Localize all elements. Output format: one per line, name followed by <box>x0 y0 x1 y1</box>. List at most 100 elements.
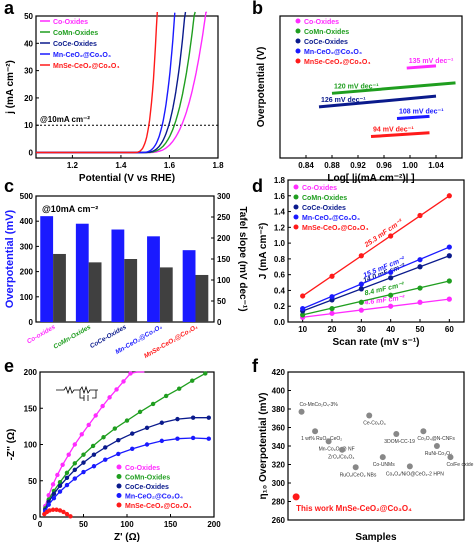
data-point <box>54 507 59 512</box>
data-point <box>190 435 196 441</box>
axis-title: Potential (V vs RHE) <box>79 173 175 184</box>
data-point <box>72 476 78 481</box>
tafel-line <box>370 131 430 139</box>
y-tick-label: 250 <box>217 213 231 222</box>
fit-line <box>302 195 450 297</box>
y-tick-label: 380 <box>272 405 286 414</box>
axis-title: -Z'' (Ω) <box>6 429 17 461</box>
x-tick-label: 1.2 <box>67 161 79 170</box>
y-tick-label: 10 <box>24 121 33 130</box>
data-point <box>446 253 452 259</box>
literature-point <box>312 428 319 435</box>
y-tick-label: 0 <box>29 318 34 327</box>
data-point <box>388 275 394 281</box>
legend-entry: Mn-CeO₂@Co₃O₄ <box>125 494 183 501</box>
data-point <box>175 416 180 422</box>
data-point <box>329 273 335 279</box>
literature-point <box>406 463 413 470</box>
bar-overpotential <box>147 236 160 322</box>
data-point <box>417 212 423 219</box>
point-label: ZrO₂/Co₃O₄ <box>328 455 354 461</box>
data-point <box>446 244 452 250</box>
legend-marker <box>116 464 122 470</box>
legend-entry: Co-Oxides <box>302 185 337 192</box>
plot-frame <box>287 179 465 323</box>
legend-entry: CoMn-Oxides <box>304 29 349 36</box>
fit-curve <box>44 417 209 511</box>
data-point <box>116 451 121 457</box>
y-tick-label: 400 <box>272 387 286 396</box>
legend-entry: Co-Oxides <box>304 19 339 26</box>
y-tick-label: 300 <box>272 479 286 488</box>
axis-title: Overpotential (mV) <box>4 209 16 308</box>
data-point <box>329 310 335 316</box>
data-point <box>417 257 423 263</box>
panel-letter: b <box>252 0 263 18</box>
y-tick-label: 200 <box>24 368 38 377</box>
legend-entry: MnSe-CeO₂@Co₃O₄ <box>53 63 120 70</box>
x-tick-label: 60 <box>445 325 454 334</box>
data-point <box>388 269 394 275</box>
bar-overpotential <box>75 223 89 322</box>
x-tick-label: 50 <box>416 325 425 334</box>
data-point <box>124 418 130 423</box>
data-point <box>60 462 65 467</box>
y-tick-label: 0.4 <box>274 286 286 295</box>
data-point <box>388 233 394 239</box>
data-point <box>137 409 143 415</box>
data-point <box>144 425 150 431</box>
x-tick-label: 1.04 <box>428 161 444 170</box>
x-tick-label: 200 <box>207 520 221 529</box>
tafel-line <box>406 64 437 70</box>
fit-line <box>302 280 450 316</box>
data-point <box>86 422 91 428</box>
data-point <box>358 299 364 305</box>
literature-point <box>433 443 440 449</box>
legend-marker <box>295 38 301 44</box>
axis-title: Z' (Ω) <box>114 532 140 543</box>
legend-entry: Co-Oxides <box>125 465 160 472</box>
data-point <box>417 264 423 270</box>
legend-marker <box>293 184 299 190</box>
data-point <box>358 281 364 287</box>
plot-frame <box>35 15 219 159</box>
data-point <box>93 413 98 418</box>
data-point <box>163 393 169 399</box>
data-point <box>300 312 306 318</box>
point-label: RuNi-Co₃O₄ <box>425 451 452 457</box>
legend-entry: MnSe-CeO₂@Co₃O₄ <box>125 503 192 510</box>
literature-point <box>379 454 386 461</box>
literature-point <box>339 446 346 453</box>
literature-point <box>447 454 454 461</box>
y-tick-label: 0 <box>29 149 34 158</box>
axis-title: Samples <box>355 532 397 543</box>
annotation: @10mA cm⁻² <box>40 115 90 124</box>
data-point <box>446 193 452 199</box>
bar-overpotential <box>182 250 196 322</box>
data-point <box>358 253 364 259</box>
x-tick-label: 0.92 <box>350 161 366 170</box>
point-label: 1 wt% RuO₂-CeO₂ <box>301 436 342 442</box>
this-work-point <box>292 493 300 501</box>
axis-title: η₁₀ Overpotential (mV) <box>258 393 269 500</box>
data-point <box>72 467 78 473</box>
data-point <box>446 278 452 284</box>
y-tick-label: 0 <box>33 513 38 522</box>
legend-entry: Mn-CeO₂@Co₃O₄ <box>304 49 362 56</box>
x-tick-label: 1.00 <box>402 161 418 170</box>
point-label: Co-MnCo₂O₄-3% <box>300 402 339 408</box>
y-tick-label: 200 <box>217 234 231 243</box>
bar-tafel <box>195 274 209 322</box>
data-point <box>103 445 108 450</box>
y-tick-label: 200 <box>20 268 34 277</box>
bar-overpotential <box>40 216 54 322</box>
circuit-path <box>56 385 98 401</box>
y-tick-label: 340 <box>272 442 286 451</box>
y-tick-label: 20 <box>24 94 33 103</box>
y-tick-label: 0.8 <box>274 255 286 264</box>
x-tick-label: 0 <box>38 520 43 529</box>
data-point <box>130 431 135 436</box>
legend-entry: Mn-CeO₂@Co₃O₄ <box>302 215 360 222</box>
data-point <box>50 482 56 487</box>
x-tick-label: 10 <box>298 325 307 334</box>
